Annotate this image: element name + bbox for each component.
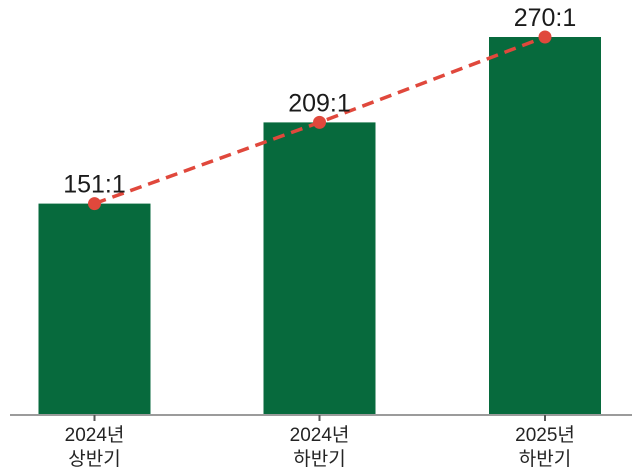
category-label-3-line2: 하반기: [519, 448, 571, 470]
category-label-2-line2: 하반기: [293, 448, 345, 470]
x-axis-group: [10, 414, 632, 421]
category-label-2-line1: 2024년: [290, 424, 350, 446]
trend-marker-3: [538, 30, 552, 44]
trend-marker-2: [313, 115, 326, 129]
value-label-1: 151:1: [63, 171, 126, 199]
value-label-2: 209:1: [288, 89, 351, 117]
category-label-1-line2: 상반기: [68, 448, 120, 470]
value-label-3: 270:1: [514, 4, 577, 32]
category-label-3-line1: 2025년: [515, 424, 575, 446]
bars-group: [38, 37, 601, 416]
trend-marker-1: [88, 197, 101, 211]
bar-1: [38, 203, 151, 415]
bar-2: [263, 122, 376, 416]
category-label-1-line1: 2024년: [65, 424, 125, 446]
trend-line-group: [88, 30, 552, 211]
bar-3: [489, 37, 601, 415]
